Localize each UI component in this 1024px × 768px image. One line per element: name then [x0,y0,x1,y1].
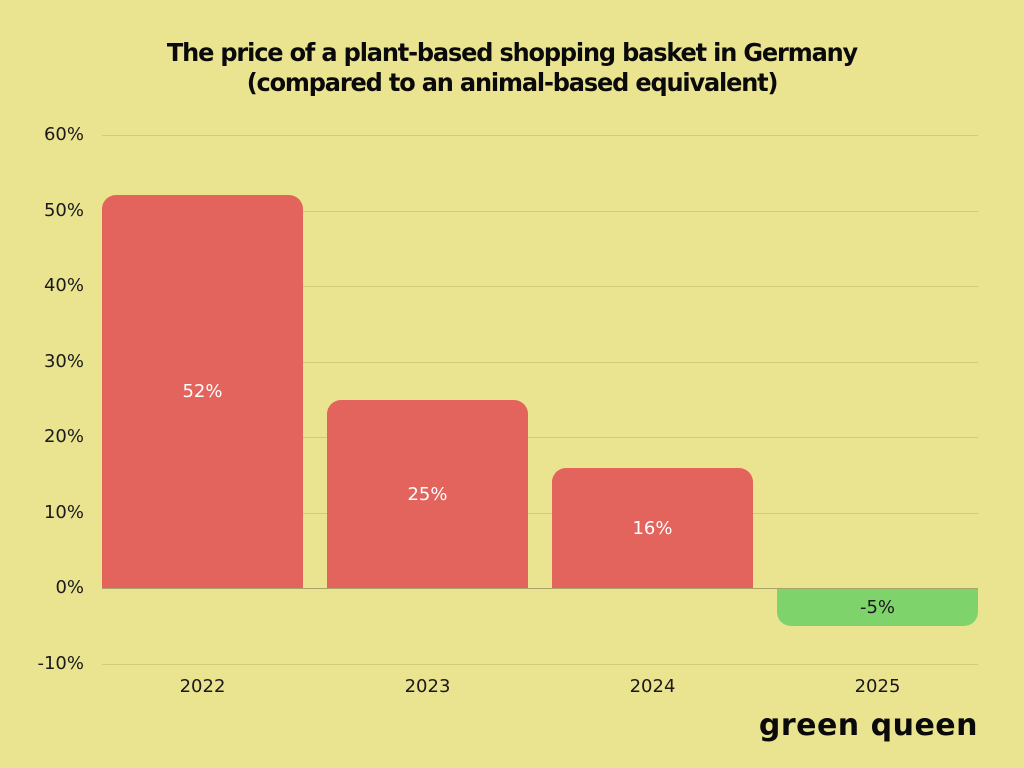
bar-value-label: 52% [182,381,223,402]
bar-value-label: 25% [407,484,448,505]
bar-2025: -5% [777,588,978,626]
x-axis-tick-label: 2024 [629,676,676,697]
y-axis-tick-label: 20% [43,426,84,447]
bar-2023: 25% [327,400,528,589]
y-axis-tick-label: -10% [37,653,84,674]
chart-title-line-1: The price of a plant-based shopping bask… [166,38,858,67]
gridline [102,437,978,438]
y-axis-tick-label: 10% [43,502,84,523]
y-axis-tick-label: 0% [55,577,84,598]
gridline [102,286,978,287]
bar-2022: 52% [102,195,303,588]
gridline [102,362,978,363]
brand-logo: green queen [758,708,978,743]
x-axis-tick-label: 2025 [854,676,901,697]
x-axis-tick-label: 2023 [404,676,451,697]
zero-baseline [102,588,978,589]
chart-title: The price of a plant-based shopping bask… [20,38,1003,98]
bar-2024: 16% [552,468,753,589]
y-axis-tick-label: 50% [43,200,84,221]
y-axis-tick-label: 60% [43,124,84,145]
x-axis-tick-label: 2022 [179,676,226,697]
gridline [102,211,978,212]
bar-value-label: -5% [859,596,896,618]
chart-title-line-2: (compared to an animal-based equivalent) [246,68,779,97]
y-axis-tick-label: 40% [43,275,84,296]
gridline [102,513,978,514]
bar-value-label: 16% [632,518,673,539]
y-axis-tick-label: 30% [43,351,84,372]
gridline [102,664,978,665]
gridline [102,135,978,136]
